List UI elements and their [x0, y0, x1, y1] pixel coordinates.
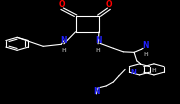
Text: O: O	[106, 0, 112, 9]
Text: N: N	[131, 69, 137, 75]
Text: N: N	[143, 41, 149, 50]
Text: H: H	[143, 52, 148, 57]
Text: O: O	[59, 0, 65, 9]
Text: H: H	[152, 68, 156, 73]
Text: N: N	[61, 36, 67, 45]
Text: H: H	[62, 48, 66, 53]
Text: N: N	[93, 87, 100, 97]
Text: H: H	[96, 48, 100, 53]
Text: N: N	[95, 36, 101, 45]
